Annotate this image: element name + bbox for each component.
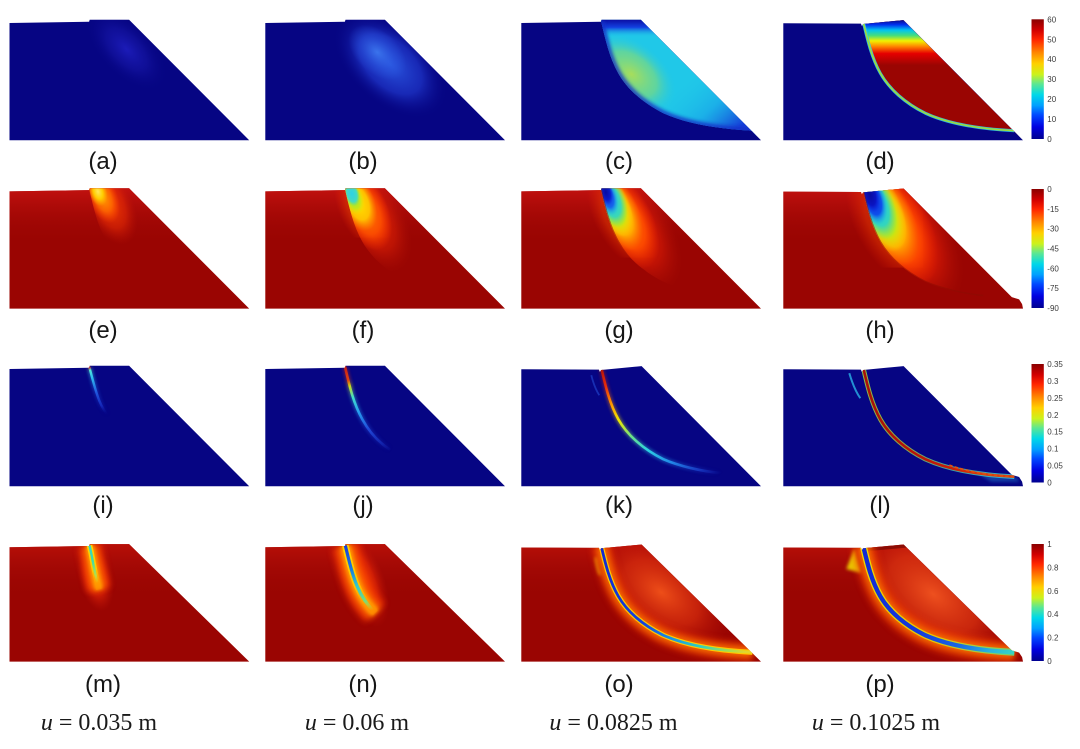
svg-text:0: 0 [1047, 479, 1052, 488]
svg-text:10: 10 [1047, 115, 1056, 124]
svg-text:(h): (h) [865, 317, 894, 344]
svg-text:u = 0.0825 m: u = 0.0825 m [549, 710, 678, 736]
svg-text:-30: -30 [1047, 225, 1059, 234]
svg-text:-60: -60 [1047, 264, 1059, 273]
svg-text:-75: -75 [1047, 284, 1059, 293]
svg-text:u = 0.035 m: u = 0.035 m [41, 710, 158, 736]
svg-text:(a): (a) [88, 148, 117, 175]
svg-text:-90: -90 [1047, 304, 1059, 313]
svg-text:u = 0.06 m: u = 0.06 m [305, 710, 410, 736]
svg-text:(e): (e) [88, 317, 117, 344]
svg-text:(n): (n) [348, 671, 377, 698]
svg-text:(l): (l) [869, 492, 890, 519]
svg-text:-15: -15 [1047, 205, 1059, 214]
svg-text:(p): (p) [865, 671, 894, 698]
svg-text:40: 40 [1047, 55, 1056, 64]
svg-text:(g): (g) [604, 317, 633, 344]
svg-text:(d): (d) [865, 148, 894, 175]
svg-text:20: 20 [1047, 95, 1056, 104]
svg-text:u = 0.1025 m: u = 0.1025 m [812, 710, 941, 736]
svg-text:(o): (o) [604, 671, 633, 698]
svg-text:0.05: 0.05 [1047, 462, 1063, 471]
svg-text:0.2: 0.2 [1047, 411, 1059, 420]
svg-text:0.8: 0.8 [1047, 563, 1059, 572]
svg-text:0: 0 [1047, 135, 1052, 144]
svg-text:0.35: 0.35 [1047, 360, 1063, 369]
svg-text:0.25: 0.25 [1047, 394, 1063, 403]
svg-text:-45: -45 [1047, 245, 1059, 254]
svg-text:0.3: 0.3 [1047, 377, 1059, 386]
svg-text:0.6: 0.6 [1047, 587, 1059, 596]
svg-text:0: 0 [1047, 185, 1052, 194]
svg-text:1: 1 [1047, 540, 1052, 549]
svg-text:(c): (c) [605, 148, 633, 175]
svg-text:(j): (j) [352, 492, 373, 519]
svg-text:0.4: 0.4 [1047, 610, 1059, 619]
svg-text:0: 0 [1047, 657, 1052, 666]
svg-text:0.2: 0.2 [1047, 634, 1059, 643]
svg-text:(b): (b) [348, 148, 377, 175]
svg-text:30: 30 [1047, 75, 1056, 84]
svg-text:50: 50 [1047, 35, 1056, 44]
svg-text:(i): (i) [92, 492, 113, 519]
svg-text:(f): (f) [352, 317, 375, 344]
svg-text:(k): (k) [605, 492, 633, 519]
svg-text:60: 60 [1047, 15, 1056, 24]
svg-text:(m): (m) [85, 671, 121, 698]
svg-text:0.15: 0.15 [1047, 428, 1063, 437]
svg-text:0.1: 0.1 [1047, 445, 1059, 454]
